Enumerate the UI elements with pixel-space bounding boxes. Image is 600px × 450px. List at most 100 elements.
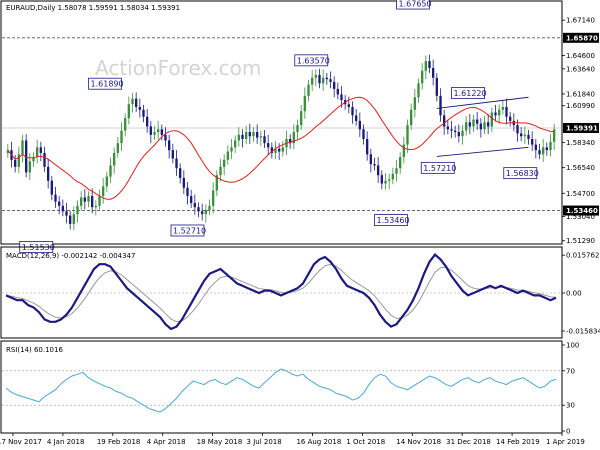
macd-y-tick-label: 0.015762	[566, 252, 599, 260]
annotation-box	[294, 54, 329, 67]
candle-body	[112, 152, 116, 166]
candle-body	[230, 147, 233, 152]
macd-panel: MACD(12,26,9) -0.002142 -0.004347 0.0157…	[0, 246, 600, 339]
rsi-y-axis: 100 70 30 0	[562, 342, 579, 436]
candle-body	[494, 112, 497, 116]
candle-body	[472, 119, 475, 127]
candle-body	[79, 197, 83, 206]
candle-body	[508, 116, 512, 121]
candle-body	[160, 129, 164, 135]
candle-body	[39, 147, 43, 153]
candle-body	[208, 205, 211, 210]
candle-body	[530, 139, 534, 145]
candle-body	[417, 83, 420, 98]
candle-body	[292, 132, 296, 144]
annotation-label: 1.53460	[377, 216, 410, 225]
candle-body	[226, 151, 230, 160]
candle-body	[120, 130, 123, 144]
candle-body	[134, 98, 138, 107]
candle-body	[365, 139, 369, 155]
candle-body	[57, 201, 61, 206]
candle-body	[428, 61, 431, 69]
rsi-y-tick-label: 0	[566, 428, 570, 436]
candle-body	[35, 147, 39, 158]
candle-body	[552, 129, 556, 142]
price-y-tick-label: 1.58340	[566, 139, 595, 147]
x-tick-label: 1 Oct 2018	[346, 438, 385, 446]
level-tag-box	[563, 205, 599, 216]
current-price-tag-label: 1.59391	[566, 124, 598, 132]
current-price-tag-box	[563, 122, 599, 133]
price-panel-title: EURAUD,Daily 1.58078 1.59591 1.58034 1.5…	[6, 4, 180, 12]
candle-body	[373, 164, 376, 166]
candle-body	[131, 98, 134, 105]
x-tick-label: 16 Aug 2018	[296, 438, 341, 446]
rsi-panel-frame	[0, 340, 563, 434]
candle-body	[252, 132, 255, 137]
candle-body	[46, 166, 50, 181]
candle-body	[83, 197, 87, 202]
candle-body	[387, 179, 391, 181]
candle-body	[222, 159, 226, 167]
candle-body	[384, 180, 387, 184]
candle-body	[28, 161, 32, 173]
x-tick-label: 18 May 2018	[197, 438, 243, 446]
candle-body	[259, 136, 263, 138]
candle-body	[479, 123, 483, 130]
price-y-axis: 1.67140 1.64600 1.63640 1.61840 1.60990 1.583…	[562, 17, 599, 245]
candle-body	[87, 196, 90, 202]
candle-body	[340, 94, 343, 101]
candle-body	[541, 147, 545, 155]
price-y-tick-label: 1.61840	[566, 90, 595, 98]
candle-body	[424, 61, 428, 71]
candle-body	[281, 147, 285, 152]
annotation-box	[451, 87, 485, 99]
candle-body	[241, 134, 244, 140]
candle-body	[215, 175, 219, 191]
candle-body	[156, 129, 160, 133]
candle-body	[406, 125, 409, 145]
macd-panel-title: MACD(12,26,9) -0.002142 -0.004347	[6, 252, 135, 260]
candle-body	[21, 140, 24, 155]
candle-body	[50, 180, 54, 195]
candle-body	[413, 97, 417, 110]
rsi-line	[5, 368, 557, 413]
candle-body	[274, 148, 277, 153]
candle-body	[142, 109, 145, 117]
candle-body	[329, 79, 332, 82]
candle-body	[336, 88, 340, 95]
candle-body	[219, 166, 222, 176]
candle-body	[439, 95, 442, 116]
candle-body	[138, 106, 142, 110]
candle-body	[200, 211, 204, 215]
candle-body	[450, 129, 453, 131]
candle-body	[263, 136, 266, 144]
candle-body	[178, 168, 182, 178]
macd-panel-frame	[0, 246, 563, 339]
candle-body	[233, 140, 237, 148]
candle-body	[457, 132, 461, 137]
candle-body	[310, 77, 314, 85]
candle-body	[72, 214, 76, 224]
price-y-tick-label: 1.56540	[566, 164, 595, 172]
candle-body	[167, 140, 171, 151]
macd-y-tick-label: -0.015834	[566, 328, 600, 336]
price-panel: ActionForex.com 1.515301.618901.527101.6…	[0, 0, 599, 253]
candle-body	[6, 150, 10, 153]
candle-body	[171, 150, 175, 159]
candle-body	[90, 196, 94, 208]
candle-body	[145, 116, 149, 127]
candle-body	[431, 68, 435, 78]
candle-body	[391, 173, 395, 180]
candle-body	[43, 152, 46, 167]
candle-body	[527, 134, 530, 140]
annotation-box	[396, 0, 430, 10]
candle-body	[164, 134, 167, 141]
candle-body	[65, 211, 68, 216]
candle-body	[398, 157, 402, 169]
rsi-panel-title: RSI(14) 60.1016	[6, 346, 63, 354]
candle-body	[303, 95, 307, 112]
price-y-tick-label: 1.63640	[566, 65, 595, 73]
price-y-tick-label: 1.53040	[566, 213, 595, 221]
candle-body	[453, 130, 457, 133]
